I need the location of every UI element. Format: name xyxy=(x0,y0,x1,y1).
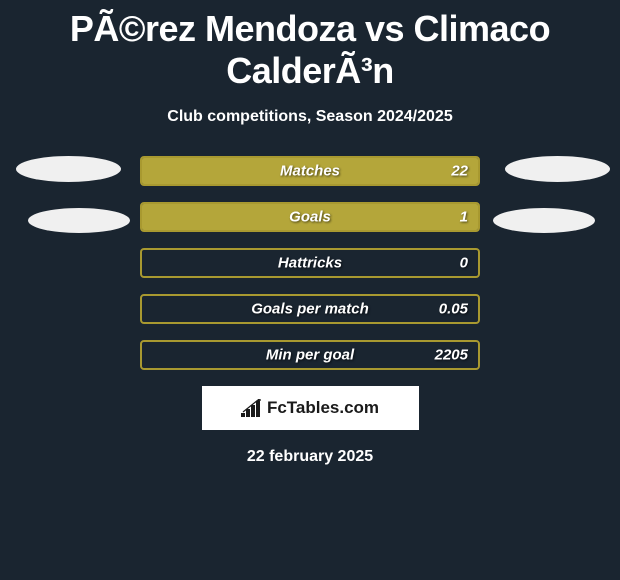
logo-content: FcTables.com xyxy=(241,398,379,418)
stat-row-goals-per-match: Goals per match 0.05 xyxy=(140,294,480,324)
stat-value: 22 xyxy=(451,163,468,180)
stat-value: 2205 xyxy=(435,347,468,364)
logo-text: FcTables.com xyxy=(267,398,379,418)
page-title: PÃ©rez Mendoza vs Climaco CalderÃ³n xyxy=(10,0,610,96)
branding-logo[interactable]: FcTables.com xyxy=(202,386,419,430)
stats-area: Matches 22 Goals 1 Hattricks 0 Goals per… xyxy=(10,156,610,370)
ellipse-icon xyxy=(505,156,610,182)
stat-value: 0 xyxy=(460,255,468,272)
stat-value: 1 xyxy=(460,209,468,226)
pedestal-right xyxy=(505,156,610,233)
stat-label: Goals per match xyxy=(251,301,369,318)
bar-chart-icon xyxy=(241,399,263,417)
stat-row-min-per-goal: Min per goal 2205 xyxy=(140,340,480,370)
stat-label: Min per goal xyxy=(266,347,354,364)
date-text: 22 february 2025 xyxy=(10,430,610,484)
stats-rows: Matches 22 Goals 1 Hattricks 0 Goals per… xyxy=(140,156,480,370)
stat-value: 0.05 xyxy=(439,301,468,318)
stat-label: Goals xyxy=(289,209,331,226)
ellipse-icon xyxy=(28,208,130,233)
stat-row-goals: Goals 1 xyxy=(140,202,480,232)
pedestal-left xyxy=(10,156,130,233)
ellipse-icon xyxy=(16,156,121,182)
stat-label: Matches xyxy=(280,163,340,180)
ellipse-icon xyxy=(493,208,595,233)
stat-label: Hattricks xyxy=(278,255,342,272)
stat-row-matches: Matches 22 xyxy=(140,156,480,186)
stat-row-hattricks: Hattricks 0 xyxy=(140,248,480,278)
subtitle: Club competitions, Season 2024/2025 xyxy=(10,96,610,156)
main-container: PÃ©rez Mendoza vs Climaco CalderÃ³n Club… xyxy=(0,0,620,484)
